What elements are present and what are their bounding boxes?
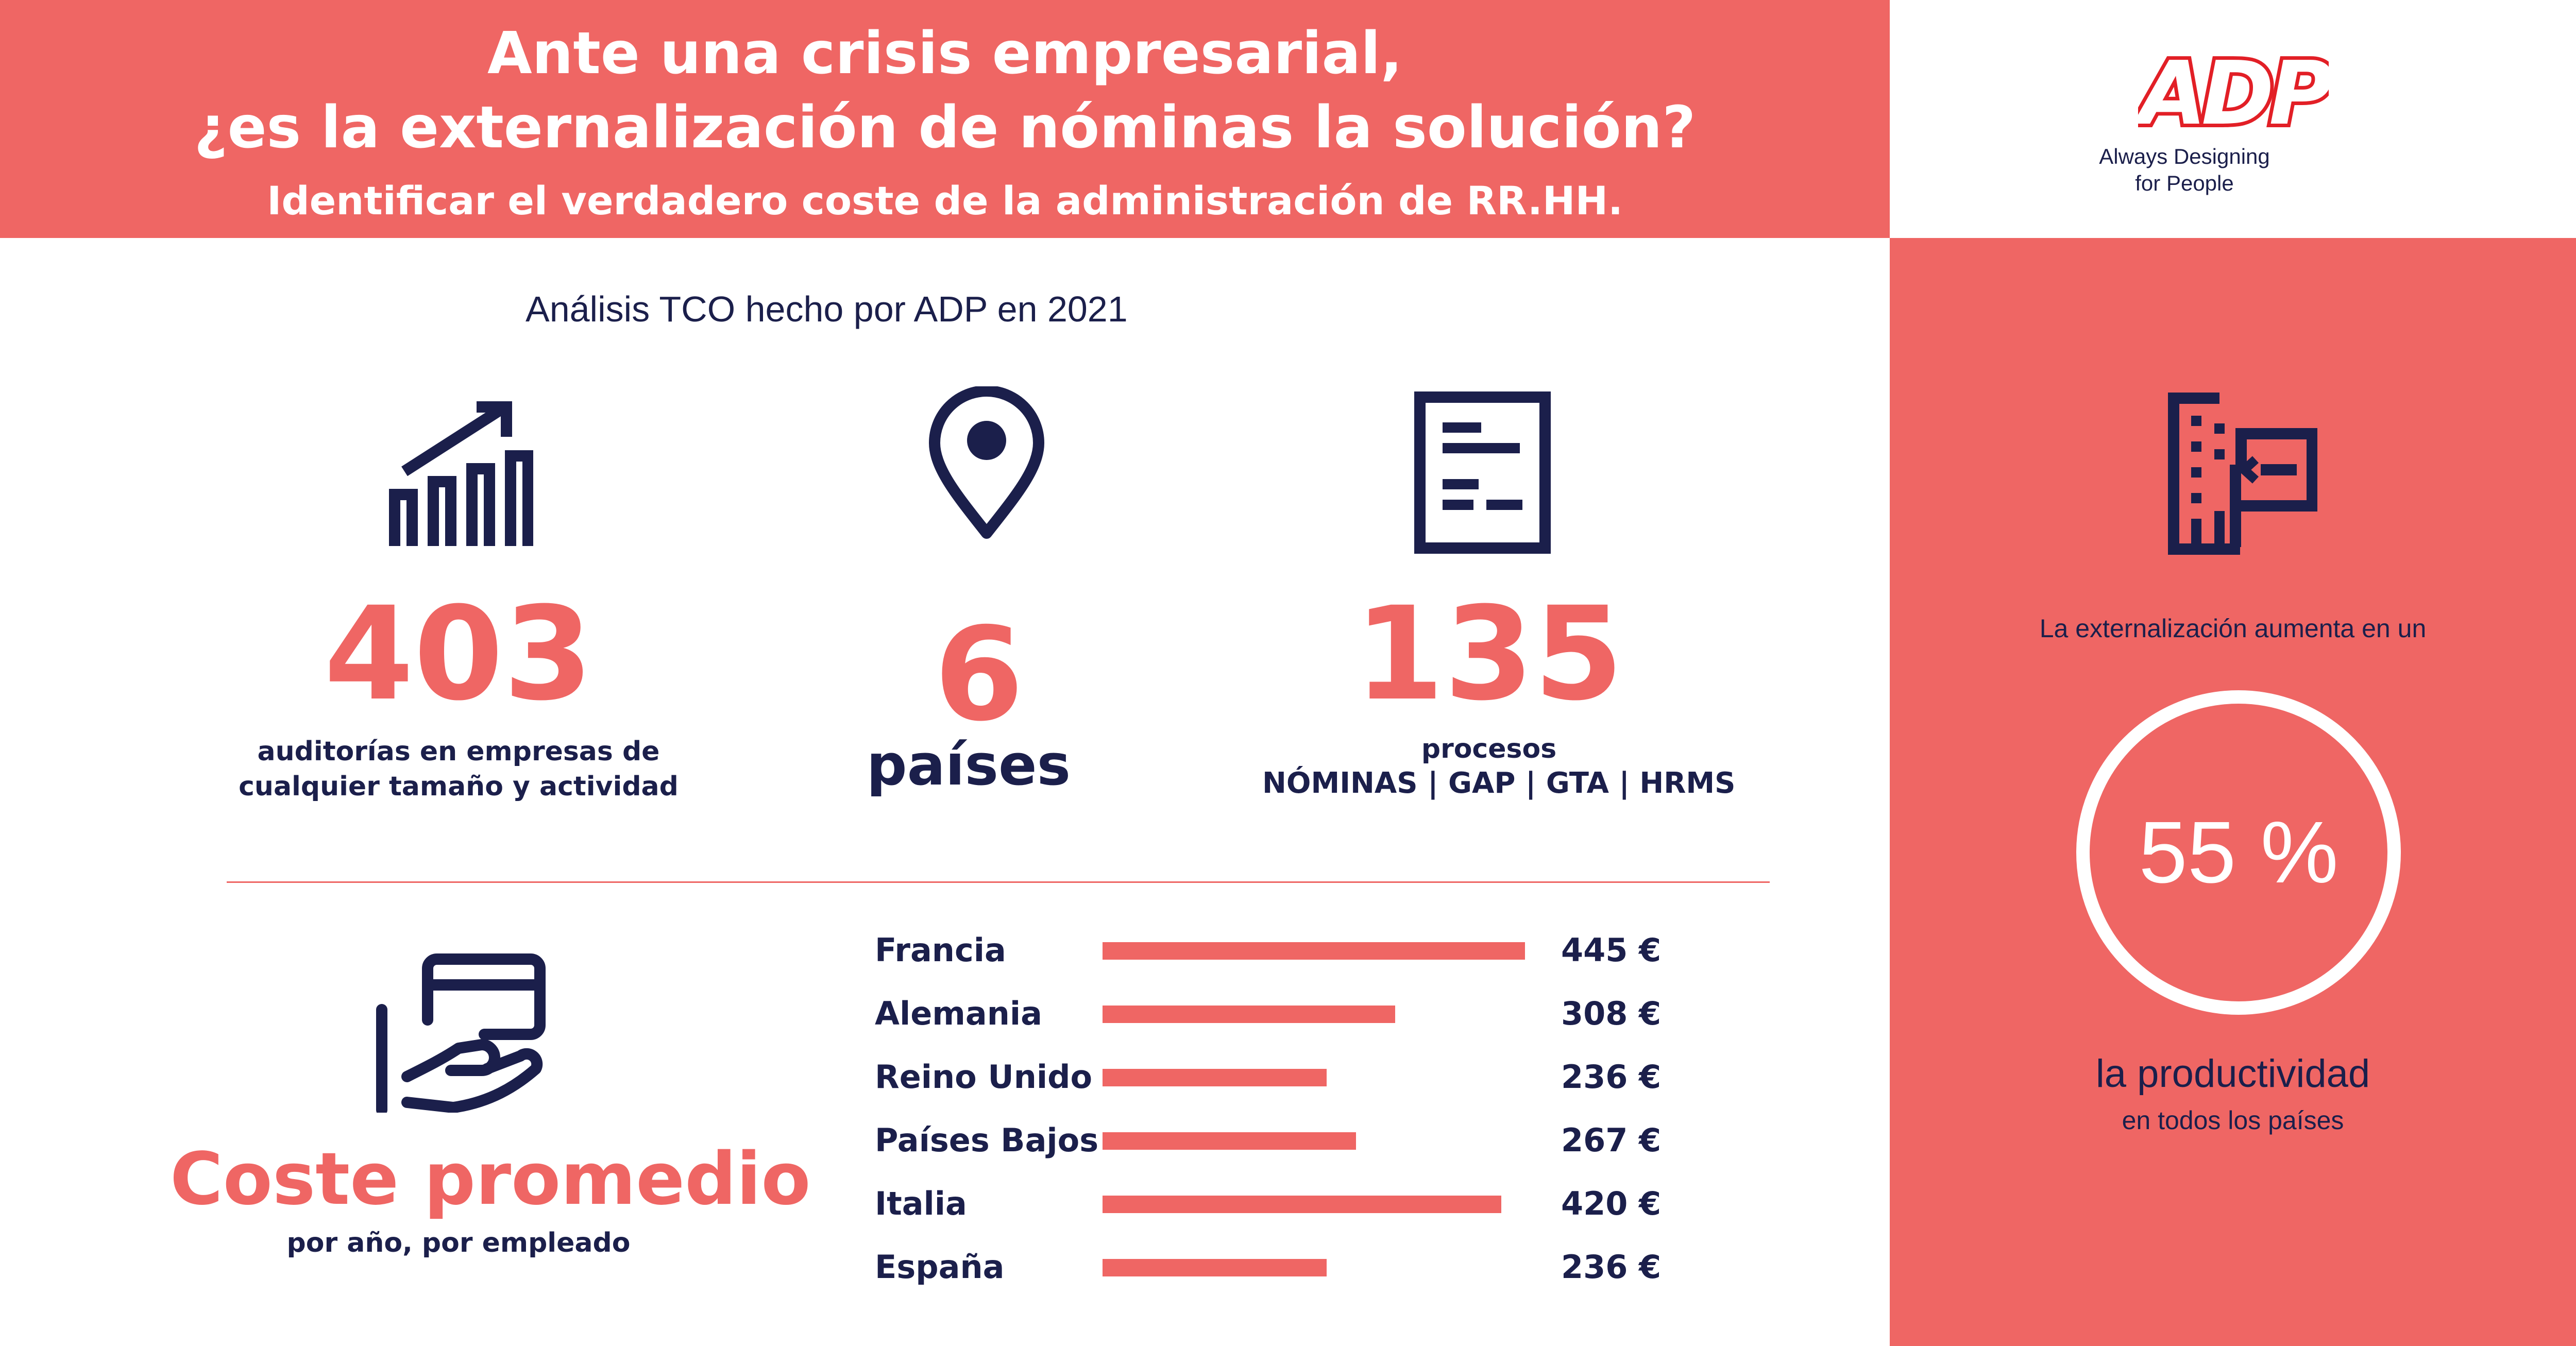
bar-label: Francia: [875, 931, 1006, 969]
bar-label: España: [875, 1248, 1005, 1286]
bar-value-label: 420 €: [1561, 1185, 1662, 1222]
bar: [1103, 1132, 1356, 1150]
stat-label-countries: países: [866, 732, 1071, 798]
logo-box: [1890, 0, 2576, 238]
side-main-text: la productividad: [2095, 1052, 2370, 1096]
bar-label: Alemania: [875, 995, 1042, 1032]
analysis-title: Análisis TCO hecho por ADP en 2021: [526, 289, 1128, 329]
bar-value-label: 445 €: [1561, 931, 1662, 969]
header-title-line1: Ante una crisis empresarial,: [487, 20, 1403, 87]
stat-label-audits-line2: cualquier tamaño y actividad: [239, 771, 679, 802]
cost-title: Coste promedio: [170, 1137, 811, 1221]
bar: [1103, 1259, 1327, 1276]
tagline-line2: for People: [2135, 171, 2234, 195]
bar-label: Países Bajos: [875, 1121, 1099, 1159]
side-small-text: en todos los países: [2122, 1106, 2344, 1135]
bar: [1103, 1006, 1395, 1023]
svg-text:ADP: ADP: [2138, 46, 2329, 134]
adp-logo: ADP: [2129, 39, 2341, 148]
cost-subtitle: por año, por empleado: [286, 1228, 631, 1258]
outsourcing-building-icon: [2168, 393, 2317, 555]
card-in-hand-icon: [376, 953, 546, 1113]
header-title-line2: ¿es la externalización de nóminas la sol…: [194, 94, 1696, 161]
bar-value-label: 267 €: [1561, 1121, 1662, 1159]
header-subtitle: Identificar el verdadero coste de la adm…: [267, 178, 1623, 224]
stat-value-countries: 6: [934, 600, 1024, 749]
section-divider: [227, 881, 1770, 883]
side-intro-text: La externalización aumenta en un: [2039, 614, 2427, 643]
bar: [1103, 942, 1525, 960]
location-pin-icon: [927, 386, 1046, 541]
bar-value-label: 236 €: [1561, 1248, 1662, 1286]
document-icon: [1414, 391, 1551, 554]
productivity-value: 55 %: [2139, 804, 2338, 901]
growth-chart-icon: [389, 397, 533, 546]
stat-value-processes: 135: [1354, 579, 1623, 729]
bar: [1103, 1069, 1327, 1086]
bar: [1103, 1196, 1501, 1213]
stat-label-processes-line2: NÓMINAS | GAP | GTA | HRMS: [1262, 766, 1736, 800]
stat-label-processes-line1: procesos: [1421, 734, 1557, 764]
stat-value-audits: 403: [324, 579, 593, 729]
header-band: [0, 0, 1890, 238]
tagline-line1: Always Designing: [2099, 144, 2270, 168]
bar-label: Reino Unido: [875, 1058, 1093, 1096]
bar-value-label: 308 €: [1561, 995, 1662, 1032]
stat-label-audits-line1: auditorías en empresas de: [257, 736, 660, 767]
bar-value-label: 236 €: [1561, 1058, 1662, 1096]
bar-label: Italia: [875, 1185, 967, 1222]
